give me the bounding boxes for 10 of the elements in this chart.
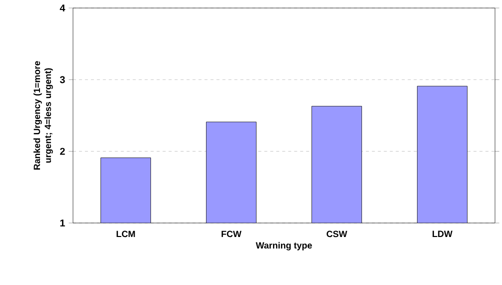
y-tick-label: 2	[60, 148, 65, 155]
y-tick-label: 1	[60, 220, 65, 226]
x-tick-label: LDW	[432, 230, 452, 237]
y-axis-title: Ranked Urgency (1=more urgent; 4=less urgent)	[33, 61, 53, 170]
x-tick-label: FCW	[222, 230, 242, 238]
y-tick-label: 3	[60, 76, 65, 84]
x-axis-title: Warning type	[256, 242, 312, 250]
x-tick-label: LCM	[116, 230, 135, 238]
x-tick-label: CSW	[326, 230, 348, 238]
y-tick-label: 4	[60, 4, 66, 12]
